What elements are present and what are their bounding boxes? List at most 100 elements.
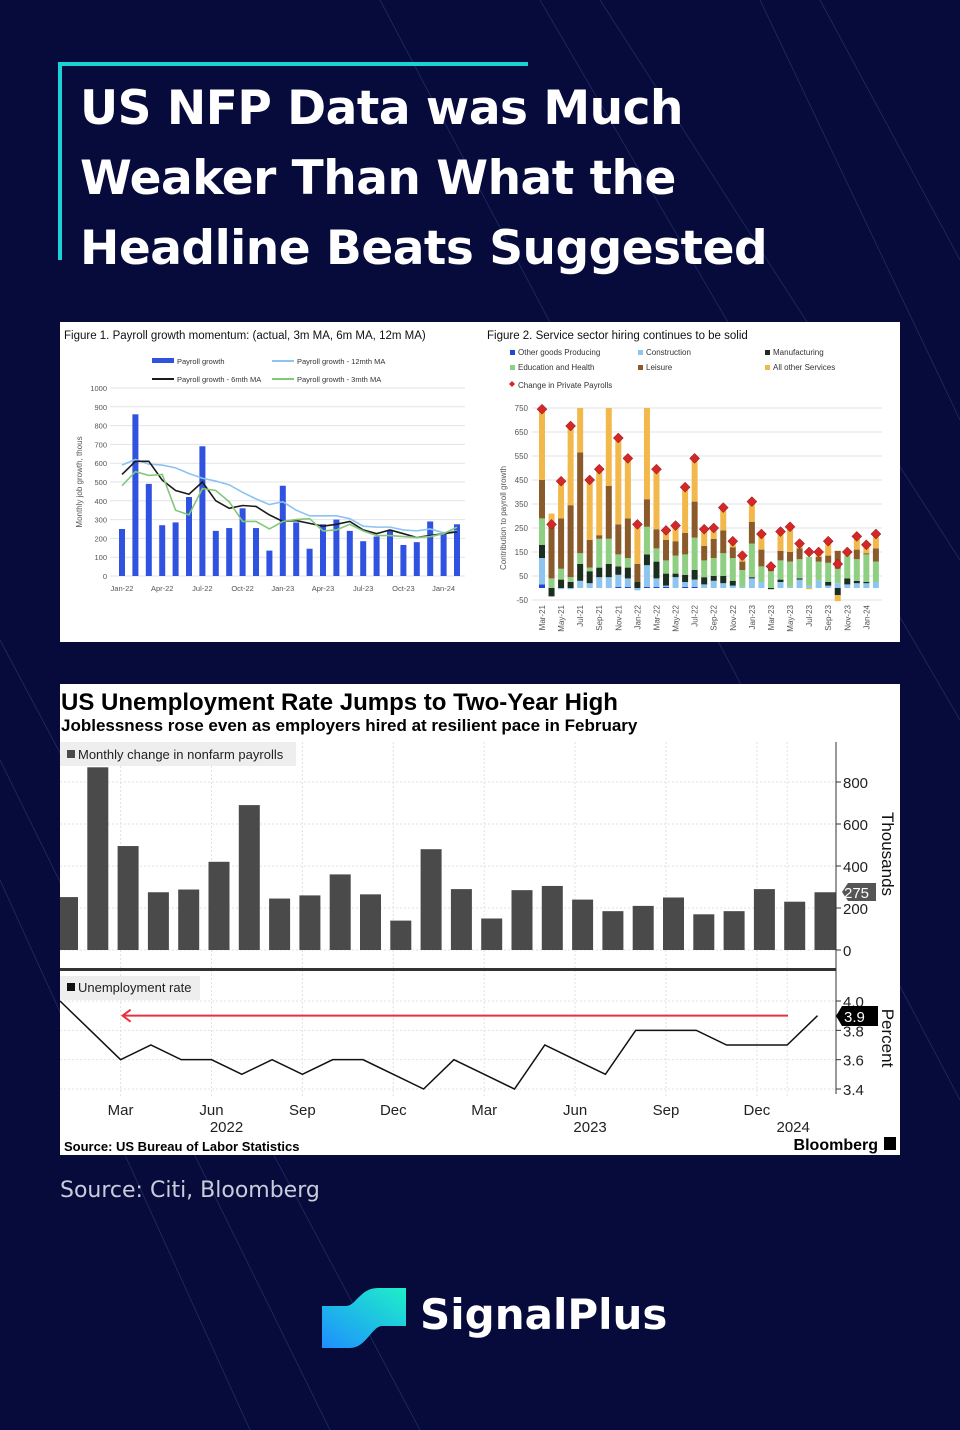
stacked-bar-segment xyxy=(539,544,545,558)
private-payrolls-marker xyxy=(813,546,825,558)
x-tick-label: Jul-22 xyxy=(691,604,700,626)
stacked-bar-segment xyxy=(863,582,870,584)
stacked-bar-segment xyxy=(691,537,698,570)
stacked-bar-segment xyxy=(624,558,631,568)
stacked-bar-segment xyxy=(691,579,698,587)
stacked-bar-segment xyxy=(615,438,622,525)
y-tick-label: -50 xyxy=(516,596,528,605)
payroll-bar xyxy=(693,914,715,950)
legend-label: Monthly change in nonfarm payrolls xyxy=(78,747,284,762)
payroll-bar xyxy=(299,895,321,950)
stacked-bar-segment xyxy=(577,452,584,554)
stacked-bar-segment xyxy=(815,561,822,581)
private-payrolls-marker xyxy=(851,531,863,542)
private-payrolls-marker xyxy=(679,481,691,493)
y-tick-label: 100 xyxy=(94,553,107,562)
x-tick-label: Nov-21 xyxy=(614,604,623,630)
bar-payroll-growth xyxy=(212,530,219,576)
background-line xyxy=(819,0,960,261)
bar-payroll-growth xyxy=(333,519,340,576)
stacked-bar-segment xyxy=(682,586,689,588)
bar-payroll-growth xyxy=(266,550,273,576)
stacked-bar-segment xyxy=(615,554,622,567)
bar-payroll-growth xyxy=(132,414,139,576)
source-note: Source: Citi, Bloomberg xyxy=(60,1178,320,1203)
stacked-bar-segment xyxy=(758,582,765,588)
stacked-bar-segment xyxy=(777,560,784,580)
stacked-bar-segment xyxy=(853,536,860,550)
stacked-bar-segment xyxy=(596,577,603,588)
y-tick-label: 400 xyxy=(843,859,868,876)
stacked-bar-segment xyxy=(586,480,593,540)
x-tick-label: Dec xyxy=(744,1102,771,1119)
stacked-bar-segment xyxy=(663,560,670,574)
stacked-bar-segment xyxy=(748,522,755,544)
stacked-bar-segment xyxy=(615,586,622,588)
stacked-bar-segment xyxy=(872,548,879,562)
stacked-bar-segment xyxy=(710,528,717,539)
bar-payroll-growth xyxy=(293,522,300,576)
bar-payroll-growth xyxy=(239,508,246,576)
stacked-bar-segment xyxy=(624,458,631,519)
stacked-bar-segment xyxy=(577,553,584,564)
stacked-bar-segment xyxy=(767,588,774,590)
stacked-bar-segment xyxy=(548,523,555,579)
bar-payroll-growth xyxy=(373,536,380,576)
stacked-bar-segment xyxy=(634,588,641,591)
stacked-bar-segment xyxy=(825,562,832,582)
stacked-bar-segment xyxy=(624,518,631,558)
panel-divider xyxy=(60,968,836,971)
stacked-bar-segment xyxy=(815,556,822,562)
private-payrolls-marker xyxy=(775,526,786,537)
y-tick-label: 400 xyxy=(94,497,107,506)
payroll-bar xyxy=(208,861,230,950)
stacked-bar-segment xyxy=(634,525,641,564)
stacked-bar-segment xyxy=(691,570,698,580)
background-line xyxy=(759,0,960,421)
legend-label: Unemployment rate xyxy=(78,980,191,995)
bloomberg-chart-panel: US Unemployment Rate Jumps to Two-Year H… xyxy=(60,684,900,1155)
stacked-bar-segment xyxy=(834,595,841,602)
y-tick-label: 450 xyxy=(515,476,529,485)
private-payrolls-marker xyxy=(632,519,643,530)
stacked-bar-segment xyxy=(643,499,650,527)
private-payrolls-marker xyxy=(612,432,624,444)
y-axis-label: Contribution to payroll growth xyxy=(499,466,508,570)
payroll-bar xyxy=(238,805,260,950)
stacked-bar-segment xyxy=(796,579,803,588)
stacked-bar-segment xyxy=(653,548,660,562)
payroll-bar xyxy=(269,898,291,950)
stacked-bar-segment xyxy=(663,540,670,561)
stacked-bar-segment xyxy=(663,586,670,588)
stacked-bar-segment xyxy=(672,555,679,574)
payroll-bar xyxy=(481,918,503,950)
x-tick-label: Mar xyxy=(108,1102,134,1119)
bar-payroll-growth xyxy=(427,521,434,576)
stacked-bar-segment xyxy=(787,586,794,588)
payroll-bar xyxy=(178,889,200,950)
stacked-bar-segment xyxy=(796,578,803,580)
bar-payroll-growth xyxy=(306,548,313,576)
stacked-bar-segment xyxy=(729,558,736,581)
private-payrolls-marker xyxy=(727,535,739,547)
stacked-bar-segment xyxy=(806,556,813,586)
bar-payroll-growth xyxy=(320,524,326,576)
stacked-bar-segment xyxy=(739,570,746,587)
stacked-bar-segment xyxy=(777,582,784,588)
stacked-bar-segment xyxy=(853,559,860,581)
x-tick-label: Sep xyxy=(653,1102,680,1119)
y-tick-label: 3.6 xyxy=(843,1053,864,1070)
last-value-label: 275 xyxy=(844,885,869,902)
stacked-bar-segment xyxy=(701,546,708,561)
y-tick-label: 900 xyxy=(94,403,107,412)
y-tick-label: 300 xyxy=(94,516,107,525)
bar-payroll-growth xyxy=(440,533,447,576)
x-tick-label: Nov-22 xyxy=(729,604,738,630)
stacked-bar-segment xyxy=(672,577,679,588)
stacked-bar-segment xyxy=(605,486,612,539)
stacked-bar-segment xyxy=(682,574,689,582)
stacked-bar-segment xyxy=(596,535,603,539)
stacked-bar-segment xyxy=(567,588,574,590)
stacked-bar-segment xyxy=(872,534,879,549)
x-tick-label: Jul-23 xyxy=(805,604,814,626)
